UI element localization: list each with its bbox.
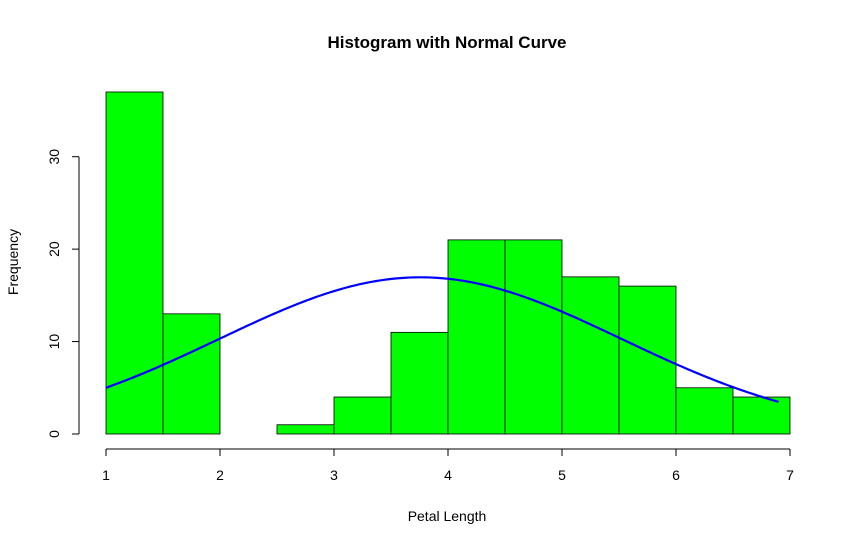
normal-curve-line [105, 276, 779, 403]
y-tick-label-30: 30 [46, 149, 62, 165]
bars-group [105, 91, 791, 435]
x-tick-label-7: 7 [786, 467, 794, 483]
x-tick-label-6: 6 [672, 467, 680, 483]
x-axis: 1 2 3 4 5 6 7 [102, 448, 794, 483]
x-tick-label-1: 1 [102, 467, 110, 483]
x-tick-label-5: 5 [558, 467, 566, 483]
y-tick-label-0: 0 [46, 430, 62, 438]
normal-curve-group [105, 276, 779, 403]
histogram-bar-4 [276, 424, 335, 435]
y-axis-label: Frequency [5, 229, 21, 295]
x-tick-label-3: 3 [330, 467, 338, 483]
histogram-bar-5 [333, 396, 392, 435]
x-tick-label-2: 2 [216, 467, 224, 483]
x-tick-label-4: 4 [444, 467, 452, 483]
histogram-bar-7 [447, 239, 506, 435]
chart-title: Histogram with Normal Curve [328, 33, 567, 52]
histogram-bar-2 [162, 313, 221, 435]
histogram-bar-6 [390, 331, 449, 435]
y-tick-label-20: 20 [46, 241, 62, 257]
histogram-bar-8 [504, 239, 563, 435]
histogram-bar-9 [561, 276, 620, 435]
y-tick-label-10: 10 [46, 334, 62, 350]
histogram-bar-1 [105, 91, 164, 435]
x-axis-label: Petal Length [408, 508, 487, 524]
histogram-bar-12 [732, 396, 791, 435]
y-axis: 0 10 20 30 [46, 149, 80, 438]
histogram-bar-11 [675, 387, 734, 435]
